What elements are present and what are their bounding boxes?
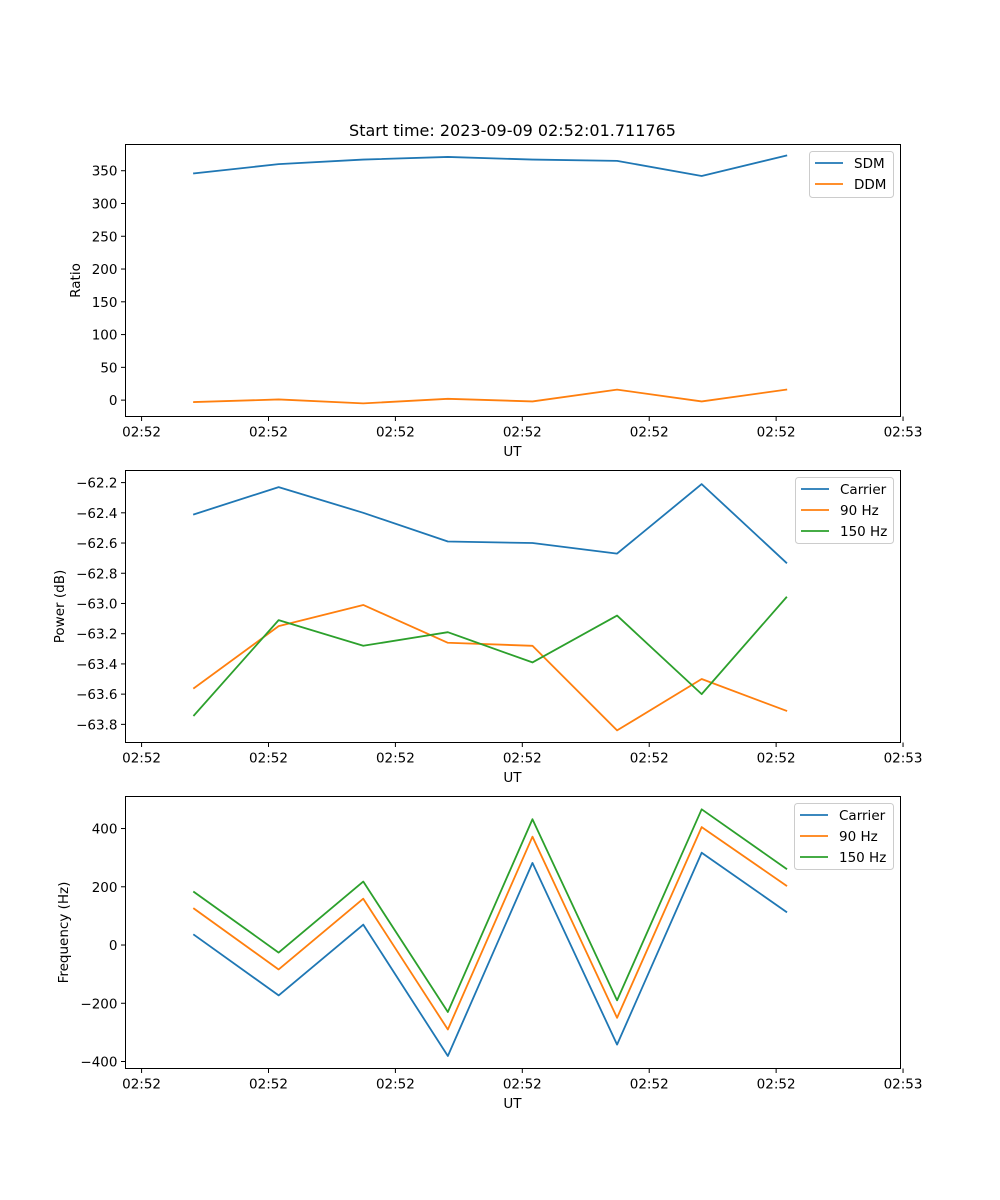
frequency-x-tick-label: 02:52 <box>376 1077 415 1093</box>
frequency-axes-frame <box>125 796 901 1069</box>
frequency-legend: Carrier 90 Hz 150 Hz <box>794 803 894 870</box>
power-y-tick-label: −63.8 <box>76 717 117 733</box>
ratio-panel: Start time: 2023-09-09 02:52:01.711765 0… <box>68 121 922 460</box>
frequency-series-lines <box>192 808 788 1057</box>
ratio-y-tick-label: 250 <box>92 229 118 245</box>
power-y-tick-label: −62.2 <box>76 476 117 492</box>
power-x-tick-label: 02:52 <box>757 751 796 767</box>
power-x-axis-label: UT <box>503 770 522 786</box>
ratio-ticks: 02:52 02:52 02:52 02:52 02:52 02:52 02:53 0 50 10… <box>92 164 923 441</box>
power-y-axis-label: Power (dB) <box>52 570 68 643</box>
frequency-x-tick-label: 02:52 <box>503 1077 542 1093</box>
power-y-tick-label: −63.0 <box>76 596 117 612</box>
frequency-y-tick-label: 200 <box>92 880 118 896</box>
chart-title: Start time: 2023-09-09 02:52:01.711765 <box>349 121 676 140</box>
ratio-legend: SDM DDM <box>809 151 894 198</box>
ratio-x-tick-label: 02:52 <box>503 425 542 441</box>
ratio-x-tick-label: 02:52 <box>122 425 161 441</box>
frequency-y-tick-label: 0 <box>109 938 118 954</box>
ratio-axes-frame <box>125 144 901 417</box>
power-x-tick-label: 02:52 <box>630 751 669 767</box>
ratio-y-tick-label: 100 <box>92 328 118 344</box>
frequency-panel: 02:52 02:52 02:52 02:52 02:52 02:52 02:53 −400 −… <box>56 796 922 1112</box>
power-legend-label-90hz: 90 Hz <box>840 503 879 519</box>
frequency-x-tick-label: 02:52 <box>630 1077 669 1093</box>
legend-label-ddm: DDM <box>854 177 886 193</box>
frequency-y-tick-label: 400 <box>92 822 118 838</box>
power-series-line-carrier <box>192 483 788 564</box>
power-x-tick-label: 02:52 <box>503 751 542 767</box>
power-legend-label-150hz: 150 Hz <box>840 524 887 540</box>
frequency-legend-label-carrier: Carrier <box>839 808 886 824</box>
power-y-tick-label: −63.6 <box>76 687 117 703</box>
power-legend-box <box>795 477 894 544</box>
power-series-line-150-hz <box>192 596 788 717</box>
ratio-x-tick-label: 02:52 <box>376 425 415 441</box>
power-legend-label-carrier: Carrier <box>840 482 887 498</box>
frequency-y-axis-label: Frequency (Hz) <box>56 882 72 984</box>
ratio-series-lines <box>193 154 788 405</box>
frequency-x-axis-label: UT <box>503 1096 522 1112</box>
ratio-x-tick-label: 02:52 <box>249 425 288 441</box>
power-series-lines <box>192 483 788 732</box>
frequency-y-tick-label: −200 <box>80 996 117 1012</box>
ratio-y-tick-label: 300 <box>92 196 118 212</box>
power-y-tick-label: −63.2 <box>76 627 117 643</box>
frequency-x-tick-label: 02:52 <box>249 1077 288 1093</box>
power-series-line-90-hz <box>192 604 788 732</box>
power-x-tick-label: 02:52 <box>122 751 161 767</box>
power-x-tick-label: 02:53 <box>884 751 923 767</box>
ratio-x-tick-label: 02:52 <box>757 425 796 441</box>
ratio-series-line-ddm <box>193 388 788 405</box>
ratio-y-tick-label: 50 <box>100 360 117 376</box>
frequency-legend-box <box>794 803 894 870</box>
ratio-y-tick-label: 200 <box>92 262 118 278</box>
frequency-x-tick-label: 02:53 <box>884 1077 923 1093</box>
frequency-y-tick-label: −400 <box>80 1055 117 1071</box>
ratio-x-tick-label: 02:52 <box>630 425 669 441</box>
frequency-x-tick-label: 02:52 <box>122 1077 161 1093</box>
power-axes-frame <box>125 470 901 743</box>
power-x-tick-label: 02:52 <box>376 751 415 767</box>
power-ticks: 02:52 02:52 02:52 02:52 02:52 02:52 02:53 −63.8… <box>76 476 922 767</box>
frequency-ticks: 02:52 02:52 02:52 02:52 02:52 02:52 02:53 −400 −… <box>80 822 922 1093</box>
power-legend: Carrier 90 Hz 150 Hz <box>795 477 894 544</box>
power-y-tick-label: −62.4 <box>76 506 117 522</box>
ratio-y-axis-label: Ratio <box>68 263 84 298</box>
power-x-tick-label: 02:52 <box>249 751 288 767</box>
ratio-series-line-sdm <box>193 154 788 177</box>
frequency-series-line-150-hz <box>192 808 788 1013</box>
power-y-tick-label: −62.6 <box>76 536 117 552</box>
ratio-y-tick-label: 350 <box>92 164 118 180</box>
frequency-series-line-carrier <box>192 851 788 1057</box>
ratio-y-tick-label: 0 <box>109 393 118 409</box>
legend-label-sdm: SDM <box>854 156 885 172</box>
frequency-series-line-90-hz <box>192 826 788 1031</box>
frequency-legend-label-90hz: 90 Hz <box>839 829 878 845</box>
ratio-x-tick-label: 02:53 <box>884 425 923 441</box>
ratio-y-tick-label: 150 <box>92 295 118 311</box>
power-y-tick-label: −62.8 <box>76 566 117 582</box>
ratio-x-axis-label: UT <box>503 444 522 460</box>
frequency-legend-label-150hz: 150 Hz <box>839 850 886 866</box>
frequency-x-tick-label: 02:52 <box>757 1077 796 1093</box>
power-y-tick-label: −63.4 <box>76 657 117 673</box>
power-panel: 02:52 02:52 02:52 02:52 02:52 02:52 02:53 −63.8… <box>52 470 922 786</box>
